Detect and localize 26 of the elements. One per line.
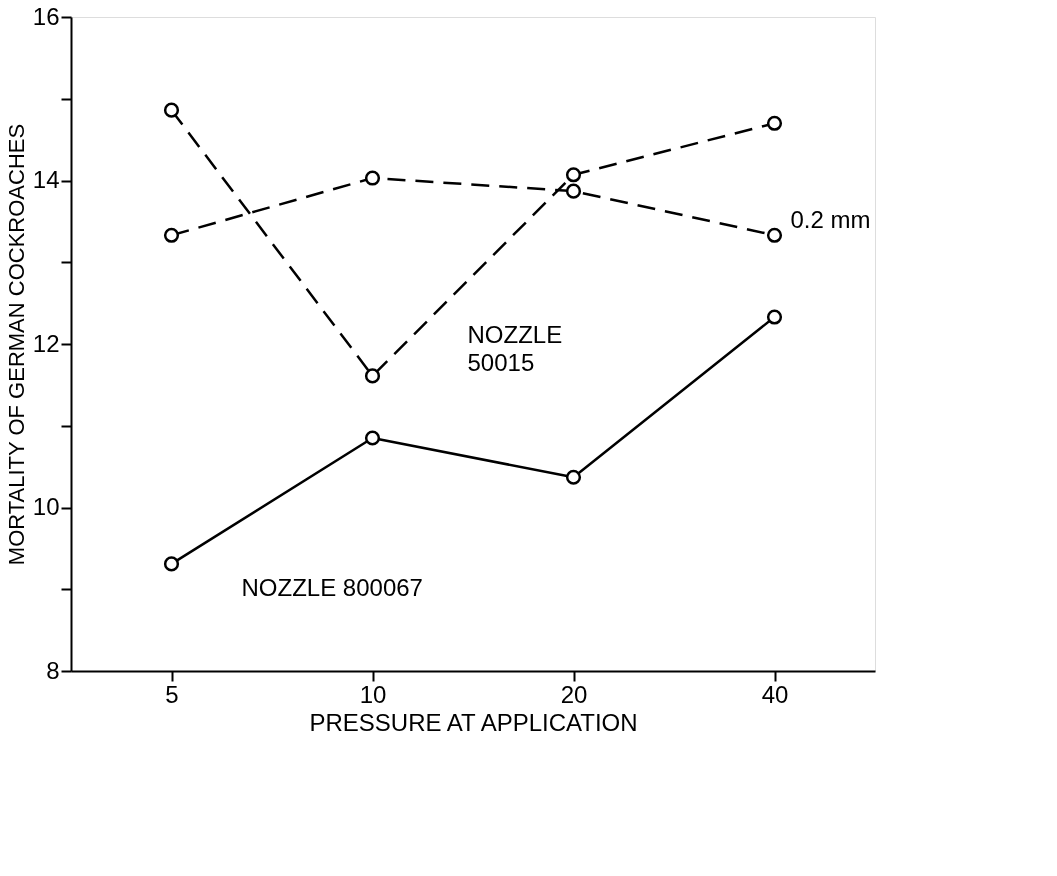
y-axis-title: MORTALITY OF GERMAN COCKROACHES xyxy=(3,123,29,566)
y-tick-label: 10 xyxy=(32,493,60,520)
point xyxy=(163,556,180,572)
point xyxy=(364,430,381,446)
y-tick-label: 14 xyxy=(32,166,60,193)
point xyxy=(766,115,783,131)
point xyxy=(163,227,180,243)
series-label: NOZZLE 800067 xyxy=(241,573,423,601)
point xyxy=(565,469,582,485)
y-tick-label: 12 xyxy=(32,329,60,357)
point xyxy=(163,102,180,118)
x-tick-label: 20 xyxy=(560,680,588,708)
x-tick-label: 5 xyxy=(165,680,179,708)
point xyxy=(364,368,381,384)
point xyxy=(565,167,582,183)
x-tick-label: 40 xyxy=(761,680,789,708)
y-tick-label: 8 xyxy=(46,656,60,684)
point xyxy=(766,227,783,243)
y-tick-label: 16 xyxy=(32,2,60,30)
point xyxy=(364,170,381,186)
series-label: NOZZLE 50015 xyxy=(467,320,563,376)
x-tick-label: 10 xyxy=(359,680,387,708)
series-label: 0.2 mm xyxy=(790,206,871,234)
point xyxy=(565,183,582,199)
point xyxy=(766,309,783,325)
x-axis-title: PRESSURE AT APPLICATION xyxy=(309,708,638,736)
